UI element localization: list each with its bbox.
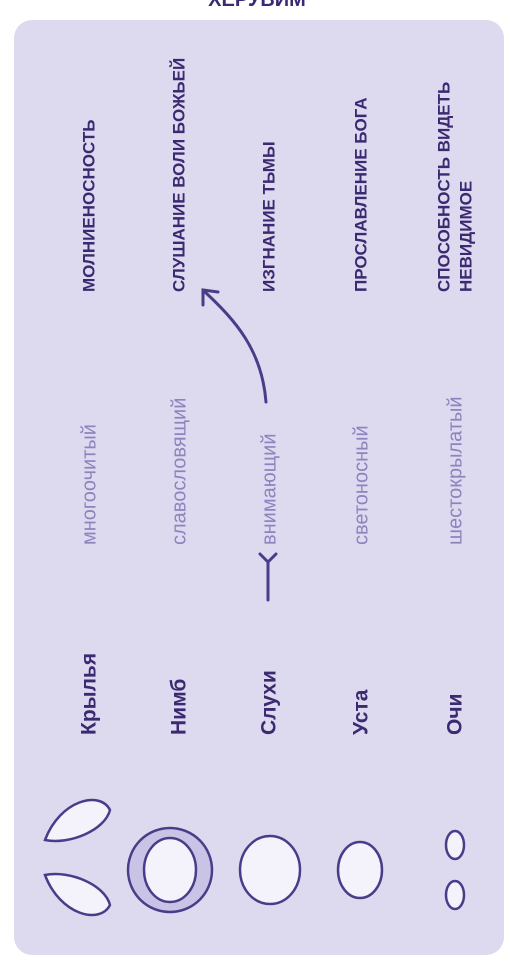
part-label: Уста [350,689,373,735]
part-label: Очи [444,694,467,735]
mouth-icon [336,840,384,900]
quality-label: МОЛНИЕНОСНОСТЬ [79,120,98,292]
rows: Крылья многоочитый МОЛНИЕНОСНОСТЬ Нимб славо… [78,58,476,735]
part-label: Слухи [258,670,281,735]
quality-label: НЕВИДИМОЕ [456,181,475,292]
icons [43,798,466,917]
part-label: Нимб [168,679,191,735]
face-icon [238,834,302,906]
arrow-head [258,552,278,565]
quality-label: СЛУШАНИЕ ВОЛИ БОЖЬЕЙ [169,58,188,292]
wing-icon [43,798,112,843]
quality-label: СПОСОБНОСТЬ ВИДЕТЬ [434,82,453,292]
eye-icon [444,879,466,911]
adjective-label: шестокрылатый [444,396,466,545]
adjective-label: светоносный [350,425,372,545]
card [14,20,504,955]
eye-icon [444,829,466,861]
adjective-label: многоочитый [78,424,100,545]
part-label: Крылья [78,653,101,735]
wing-icon [43,872,112,917]
curved-arrow-head [201,288,220,307]
arrows [201,288,278,602]
title: ХЕРУВИМ [208,0,306,11]
quality-label: ПРОСЛАВЛЕНИЕ БОГА [351,97,370,292]
adjective-label: славословящий [168,398,190,545]
face-icon [142,836,198,904]
adjective-label: внимающий [258,433,280,545]
quality-label: ИЗГНАНИЕ ТЬМЫ [259,141,278,292]
curved-arrow [203,290,268,404]
